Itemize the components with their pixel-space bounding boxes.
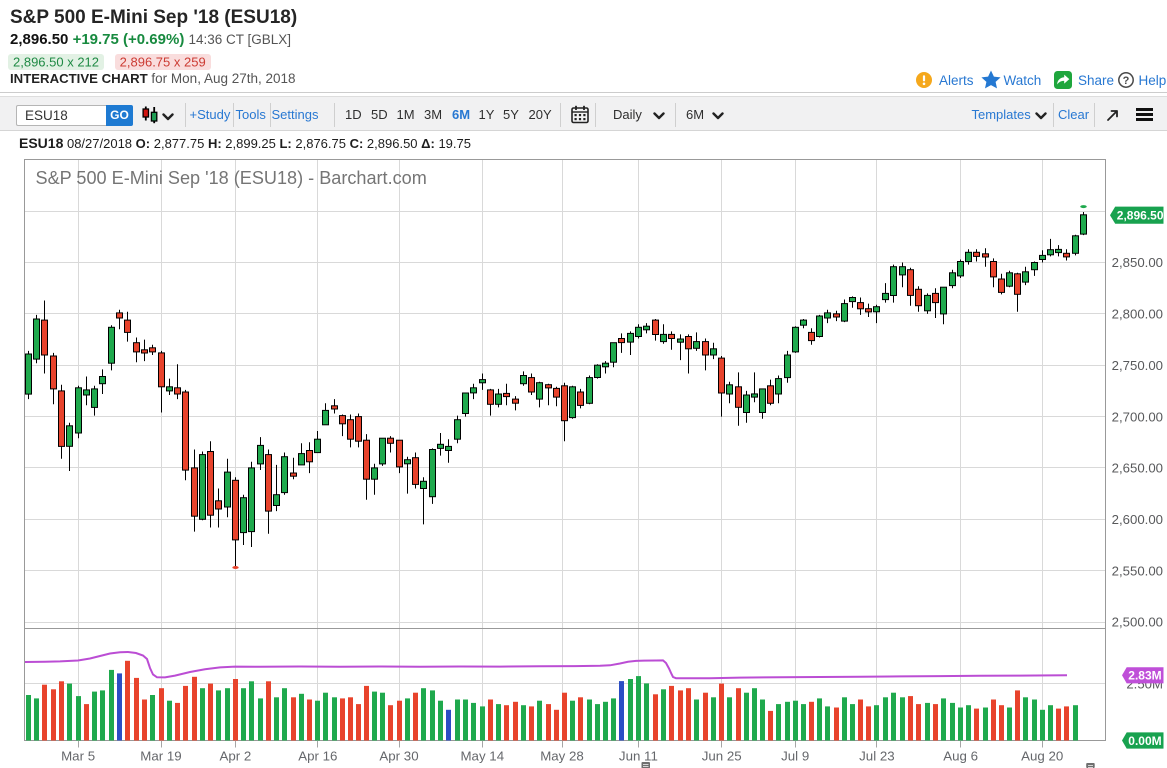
svg-text:2,850.00: 2,850.00 <box>1112 255 1163 270</box>
svg-text:2,500.00: 2,500.00 <box>1112 615 1163 630</box>
svg-text:2,800.00: 2,800.00 <box>1112 307 1163 322</box>
svg-text:Aug 6: Aug 6 <box>943 749 978 764</box>
svg-text:Jun 11: Jun 11 <box>619 749 658 764</box>
svg-text:2,750.00: 2,750.00 <box>1112 358 1163 373</box>
svg-text:Apr 30: Apr 30 <box>379 749 418 764</box>
svg-text:2,550.00: 2,550.00 <box>1112 563 1163 578</box>
svg-text:2,650.00: 2,650.00 <box>1112 461 1163 476</box>
svg-text:Aug 20: Aug 20 <box>1021 749 1063 764</box>
svg-text:Jun 25: Jun 25 <box>702 749 742 764</box>
svg-text:Apr 16: Apr 16 <box>298 749 337 764</box>
svg-text:Mar 5: Mar 5 <box>61 749 95 764</box>
svg-text:2,896.50: 2,896.50 <box>1117 209 1164 223</box>
svg-text:2,600.00: 2,600.00 <box>1112 512 1163 527</box>
svg-text:S&P 500 E-Mini Sep '18 (ESU18): S&P 500 E-Mini Sep '18 (ESU18) - Barchar… <box>36 168 427 188</box>
svg-text:Apr 2: Apr 2 <box>220 749 252 764</box>
svg-text:?: ? <box>1123 75 1130 87</box>
svg-text:May 28: May 28 <box>540 749 584 764</box>
svg-text:2.83M: 2.83M <box>1128 669 1161 683</box>
svg-text:Mar 19: Mar 19 <box>140 749 181 764</box>
svg-text:Jul 23: Jul 23 <box>859 749 894 764</box>
svg-text:Jul 9: Jul 9 <box>781 749 809 764</box>
svg-text:0.00M: 0.00M <box>1128 734 1161 748</box>
svg-text:2,700.00: 2,700.00 <box>1112 409 1163 424</box>
svg-text:May 14: May 14 <box>460 749 504 764</box>
